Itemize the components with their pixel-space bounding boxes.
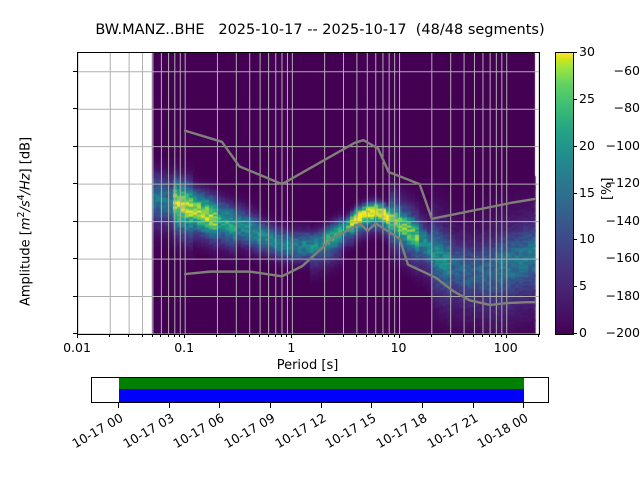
noise-model-curves (183, 129, 536, 307)
plot-gridlines (78, 53, 539, 334)
timeline-tick-mark (523, 403, 525, 408)
x-tick-mark (173, 334, 175, 337)
y-tick-mark (73, 333, 77, 334)
x-tick-mark (128, 334, 130, 337)
y-tick-mark (73, 70, 77, 72)
y-tick-mark (73, 295, 77, 297)
page-title: BW.MANZ..BHE 2025-10-17 -- 2025-10-17 (4… (95, 22, 545, 38)
colorbar-unit-label: [%] (600, 177, 615, 201)
x-tick-mark (463, 334, 465, 337)
x-tick-mark (248, 334, 250, 337)
y-tick-label: −200 (605, 325, 640, 340)
x-tick-mark (481, 334, 483, 337)
y-axis-label: Amplitude [m2/s4/Hz] [dB] (16, 136, 34, 306)
x-tick-label: 10 (390, 340, 407, 355)
x-tick-mark (381, 334, 383, 337)
x-tick-mark (259, 334, 261, 337)
timeline-tick-mark (219, 403, 221, 408)
y-tick-mark (73, 183, 77, 185)
y-tick-mark (73, 145, 77, 147)
colorbar-tick-mark (573, 145, 577, 147)
colorbar-tick-label: 20 (579, 137, 595, 153)
x-tick-mark (355, 334, 357, 337)
y-tick-label: −180 (605, 287, 640, 303)
x-tick-mark (267, 334, 269, 337)
y-tick-mark (73, 258, 77, 260)
y-tick-label: −160 (605, 250, 640, 266)
x-tick-mark (77, 334, 78, 338)
x-tick-mark (179, 334, 181, 337)
x-axis-label: Period [s] (276, 358, 339, 373)
colorbar-tick-label: 0 (579, 325, 587, 340)
x-tick-mark (538, 334, 539, 337)
x-tick-mark (323, 334, 325, 337)
x-tick-mark (473, 334, 475, 337)
y-tick-label: −140 (605, 212, 640, 228)
x-tick-mark (160, 334, 162, 337)
ppsd-plot-area (77, 52, 540, 335)
colorbar-tick-label: 15 (579, 184, 595, 200)
timeline-tick-mark (118, 403, 120, 408)
x-tick-mark (374, 334, 376, 337)
data-coverage-bar (119, 378, 525, 389)
x-tick-mark (489, 334, 491, 337)
y-tick-label: −60 (613, 62, 640, 78)
timeline-tick-mark (421, 403, 423, 408)
timeline-tick-mark (472, 403, 474, 408)
colorbar-tick-label: 5 (579, 278, 587, 294)
colorbar-tick-mark (573, 52, 577, 53)
ppsd-histogram (78, 53, 539, 334)
timeline-tick-mark (320, 403, 322, 408)
x-tick-mark (151, 334, 153, 337)
colorbar-tick-mark (573, 286, 577, 288)
x-tick-mark (398, 334, 400, 338)
colorbar-tick-label: 30 (579, 44, 595, 59)
x-tick-mark (342, 334, 344, 337)
x-tick-mark (167, 334, 169, 337)
x-tick-mark (366, 334, 368, 337)
y-tick-mark (73, 220, 77, 222)
colorbar-tick-mark (573, 333, 577, 334)
x-tick-mark (141, 334, 143, 337)
x-tick-label: 0.01 (63, 340, 91, 355)
x-tick-mark (280, 334, 282, 337)
colorbar-tick-label: 10 (579, 231, 595, 247)
x-tick-mark (449, 334, 451, 337)
x-tick-mark (495, 334, 497, 337)
x-tick-mark (430, 334, 432, 337)
x-tick-label: 0.1 (174, 340, 195, 355)
x-tick-mark (286, 334, 288, 337)
colorbar-tick-mark (573, 192, 577, 194)
x-tick-label: 100 (493, 340, 518, 355)
x-tick-mark (388, 334, 390, 337)
y-tick-label: −120 (605, 175, 640, 191)
x-tick-label: 1 (287, 340, 296, 355)
x-tick-mark (235, 334, 237, 337)
y-tick-mark (73, 108, 77, 110)
x-tick-mark (505, 334, 507, 338)
colorbar (555, 52, 574, 335)
x-tick-mark (274, 334, 276, 337)
psd-segments-bar (119, 389, 525, 402)
x-tick-mark (184, 334, 186, 338)
colorbar-tick-label: 25 (579, 90, 595, 106)
x-tick-mark (109, 334, 111, 337)
timeline-plot-area (91, 377, 549, 403)
x-tick-mark (291, 334, 293, 338)
timeline-tick-mark (270, 403, 272, 408)
timeline-tick-mark (168, 403, 170, 408)
y-tick-label: −80 (613, 100, 640, 116)
x-tick-mark (500, 334, 502, 337)
x-tick-mark (216, 334, 218, 337)
colorbar-tick-mark (573, 98, 577, 100)
x-tick-mark (393, 334, 395, 337)
y-tick-label: −100 (605, 137, 640, 153)
timeline-tick-mark (371, 403, 373, 408)
colorbar-tick-mark (573, 239, 577, 241)
